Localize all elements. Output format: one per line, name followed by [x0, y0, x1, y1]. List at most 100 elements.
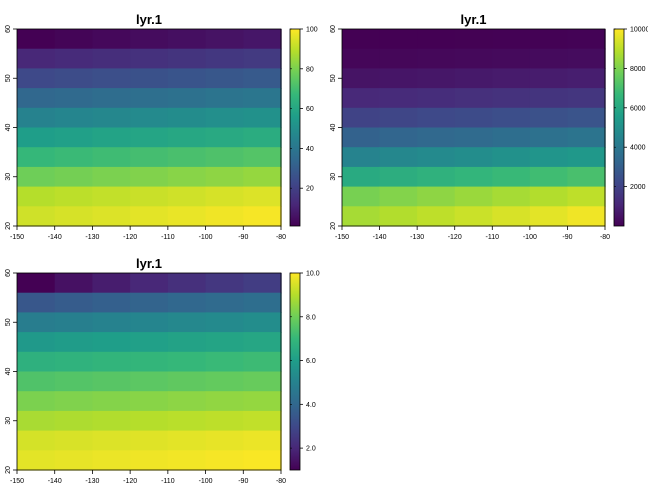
heatmap-cell	[243, 391, 282, 412]
heatmap-cell	[92, 273, 131, 294]
heatmap-cell	[379, 68, 418, 89]
heatmap-cell	[567, 147, 606, 168]
heatmap-cell	[243, 292, 282, 313]
heatmap-cell	[17, 332, 56, 353]
heatmap-cell	[17, 147, 56, 168]
heatmap-cell	[17, 450, 56, 471]
legend-tick-label: 10.0	[306, 271, 320, 278]
heatmap-cell	[92, 351, 131, 373]
heatmap-cell	[17, 166, 56, 188]
heatmap-cell	[454, 127, 493, 148]
heatmap-cell	[167, 430, 207, 451]
x-tick-label: -80	[600, 234, 610, 241]
heatmap-cell	[17, 48, 56, 69]
heatmap-cell	[342, 29, 381, 50]
heatmap-cell	[205, 292, 244, 313]
heatmap-cell	[167, 273, 207, 294]
legend-tick-label: 8000	[630, 66, 646, 73]
heatmap-cell	[167, 391, 207, 412]
heatmap-cell	[342, 206, 381, 227]
x-tick-label: -80	[276, 478, 286, 485]
heatmap-cell	[417, 166, 456, 188]
heatmap-cell	[492, 48, 531, 69]
heatmap-cell	[417, 48, 456, 69]
heatmap-cell	[342, 107, 381, 129]
heatmap-cell	[92, 312, 131, 333]
legend-tick-label: 10000	[630, 27, 648, 34]
heatmap-cell	[92, 127, 131, 148]
heatmap-cell	[454, 186, 493, 207]
x-tick-label: -120	[123, 478, 137, 485]
heatmap-cell	[417, 68, 456, 89]
y-tick-label: 40	[5, 368, 12, 376]
heatmap-cell	[130, 127, 169, 148]
heatmap-cell	[379, 29, 418, 50]
legend-tick-label: 2.0	[306, 446, 316, 453]
heatmap-cell	[243, 147, 282, 168]
heatmap-cell	[54, 292, 94, 313]
heatmap-cell	[492, 88, 531, 109]
heatmap-cell	[167, 292, 207, 313]
heatmap-cell	[167, 186, 207, 207]
heatmap-cell	[92, 391, 131, 412]
heatmap-cell	[243, 127, 282, 148]
heatmap-cell	[454, 88, 493, 109]
y-tick-label: 40	[5, 124, 12, 132]
heatmap-cell	[417, 147, 456, 168]
heatmap-cell	[17, 312, 56, 333]
y-tick-label: 30	[330, 173, 337, 181]
heatmap-cell	[454, 48, 493, 69]
x-tick-label: -130	[85, 234, 99, 241]
heatmap-cell	[205, 88, 244, 109]
heatmap-cell	[17, 292, 56, 313]
heatmap-cell	[130, 351, 169, 373]
heatmap-cell	[92, 166, 131, 188]
heatmap-cell	[529, 107, 569, 129]
heatmap-cell	[92, 88, 131, 109]
heatmap-cell	[92, 292, 131, 313]
heatmap-cell	[529, 206, 569, 227]
heatmap-cell	[379, 107, 418, 129]
heatmap-cell	[54, 88, 94, 109]
heatmap-cell	[92, 29, 131, 50]
x-tick-label: -90	[238, 478, 248, 485]
legend-tick-label: 80	[306, 66, 314, 73]
heatmap-cell	[417, 206, 456, 227]
heatmap-cell	[567, 206, 606, 227]
heatmap-cell	[167, 450, 207, 471]
heatmap-cell	[205, 166, 244, 188]
heatmap-cell	[529, 48, 569, 69]
heatmap-cell	[130, 273, 169, 294]
heatmap-cell	[130, 371, 169, 392]
heatmap-cell	[243, 186, 282, 207]
heatmap-cell	[243, 68, 282, 89]
heatmap-cell	[130, 29, 169, 50]
heatmap-cell	[17, 68, 56, 89]
heatmap-cell	[92, 107, 131, 129]
legend-tick-label: 2000	[630, 184, 646, 191]
heatmap-cell	[130, 147, 169, 168]
heatmap-cell	[454, 206, 493, 227]
heatmap-cell	[243, 332, 282, 353]
heatmap-cell	[92, 186, 131, 207]
x-tick-label: -100	[199, 234, 213, 241]
heatmap-cell	[205, 450, 244, 471]
heatmap-cell	[167, 332, 207, 353]
heatmap-cell	[243, 312, 282, 333]
x-tick-label: -90	[238, 234, 248, 241]
heatmap-cell	[17, 351, 56, 373]
heatmap-cell	[529, 68, 569, 89]
heatmap-cell	[379, 48, 418, 69]
heatmap-cell	[17, 273, 56, 294]
x-tick-label: -110	[161, 234, 175, 241]
legend-tick-label: 100	[306, 27, 318, 34]
heatmap-cell	[17, 206, 56, 227]
heatmap-cell	[243, 430, 282, 451]
legend-tick-label: 8.0	[306, 314, 316, 321]
heatmap-cell	[54, 371, 94, 392]
heatmap-cell	[454, 68, 493, 89]
heatmap-cell	[379, 88, 418, 109]
heatmap-cell	[529, 186, 569, 207]
heatmap-cell	[54, 166, 94, 188]
